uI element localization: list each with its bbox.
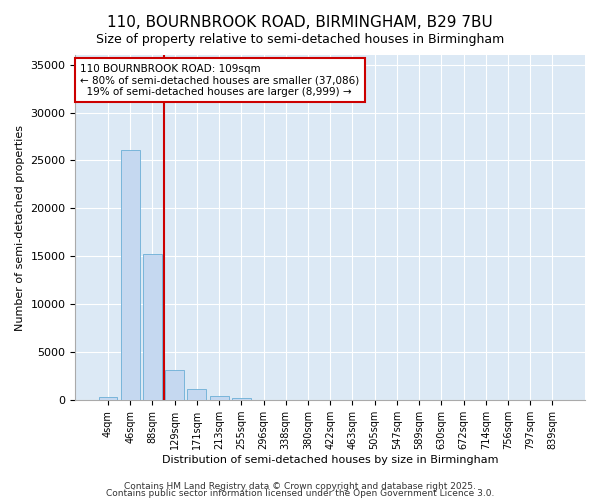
Bar xyxy=(143,254,162,400)
Y-axis label: Number of semi-detached properties: Number of semi-detached properties xyxy=(15,124,25,330)
Text: Size of property relative to semi-detached houses in Birmingham: Size of property relative to semi-detach… xyxy=(96,32,504,46)
Text: 110, BOURNBROOK ROAD, BIRMINGHAM, B29 7BU: 110, BOURNBROOK ROAD, BIRMINGHAM, B29 7B… xyxy=(107,15,493,30)
Text: Contains public sector information licensed under the Open Government Licence 3.: Contains public sector information licen… xyxy=(106,490,494,498)
Bar xyxy=(232,398,251,400)
Bar xyxy=(121,150,140,400)
Text: Contains HM Land Registry data © Crown copyright and database right 2025.: Contains HM Land Registry data © Crown c… xyxy=(124,482,476,491)
Bar xyxy=(187,388,206,400)
Bar xyxy=(209,396,229,400)
Bar xyxy=(98,397,118,400)
X-axis label: Distribution of semi-detached houses by size in Birmingham: Distribution of semi-detached houses by … xyxy=(162,455,499,465)
Text: 110 BOURNBROOK ROAD: 109sqm
← 80% of semi-detached houses are smaller (37,086)
 : 110 BOURNBROOK ROAD: 109sqm ← 80% of sem… xyxy=(80,64,360,97)
Bar xyxy=(165,370,184,400)
